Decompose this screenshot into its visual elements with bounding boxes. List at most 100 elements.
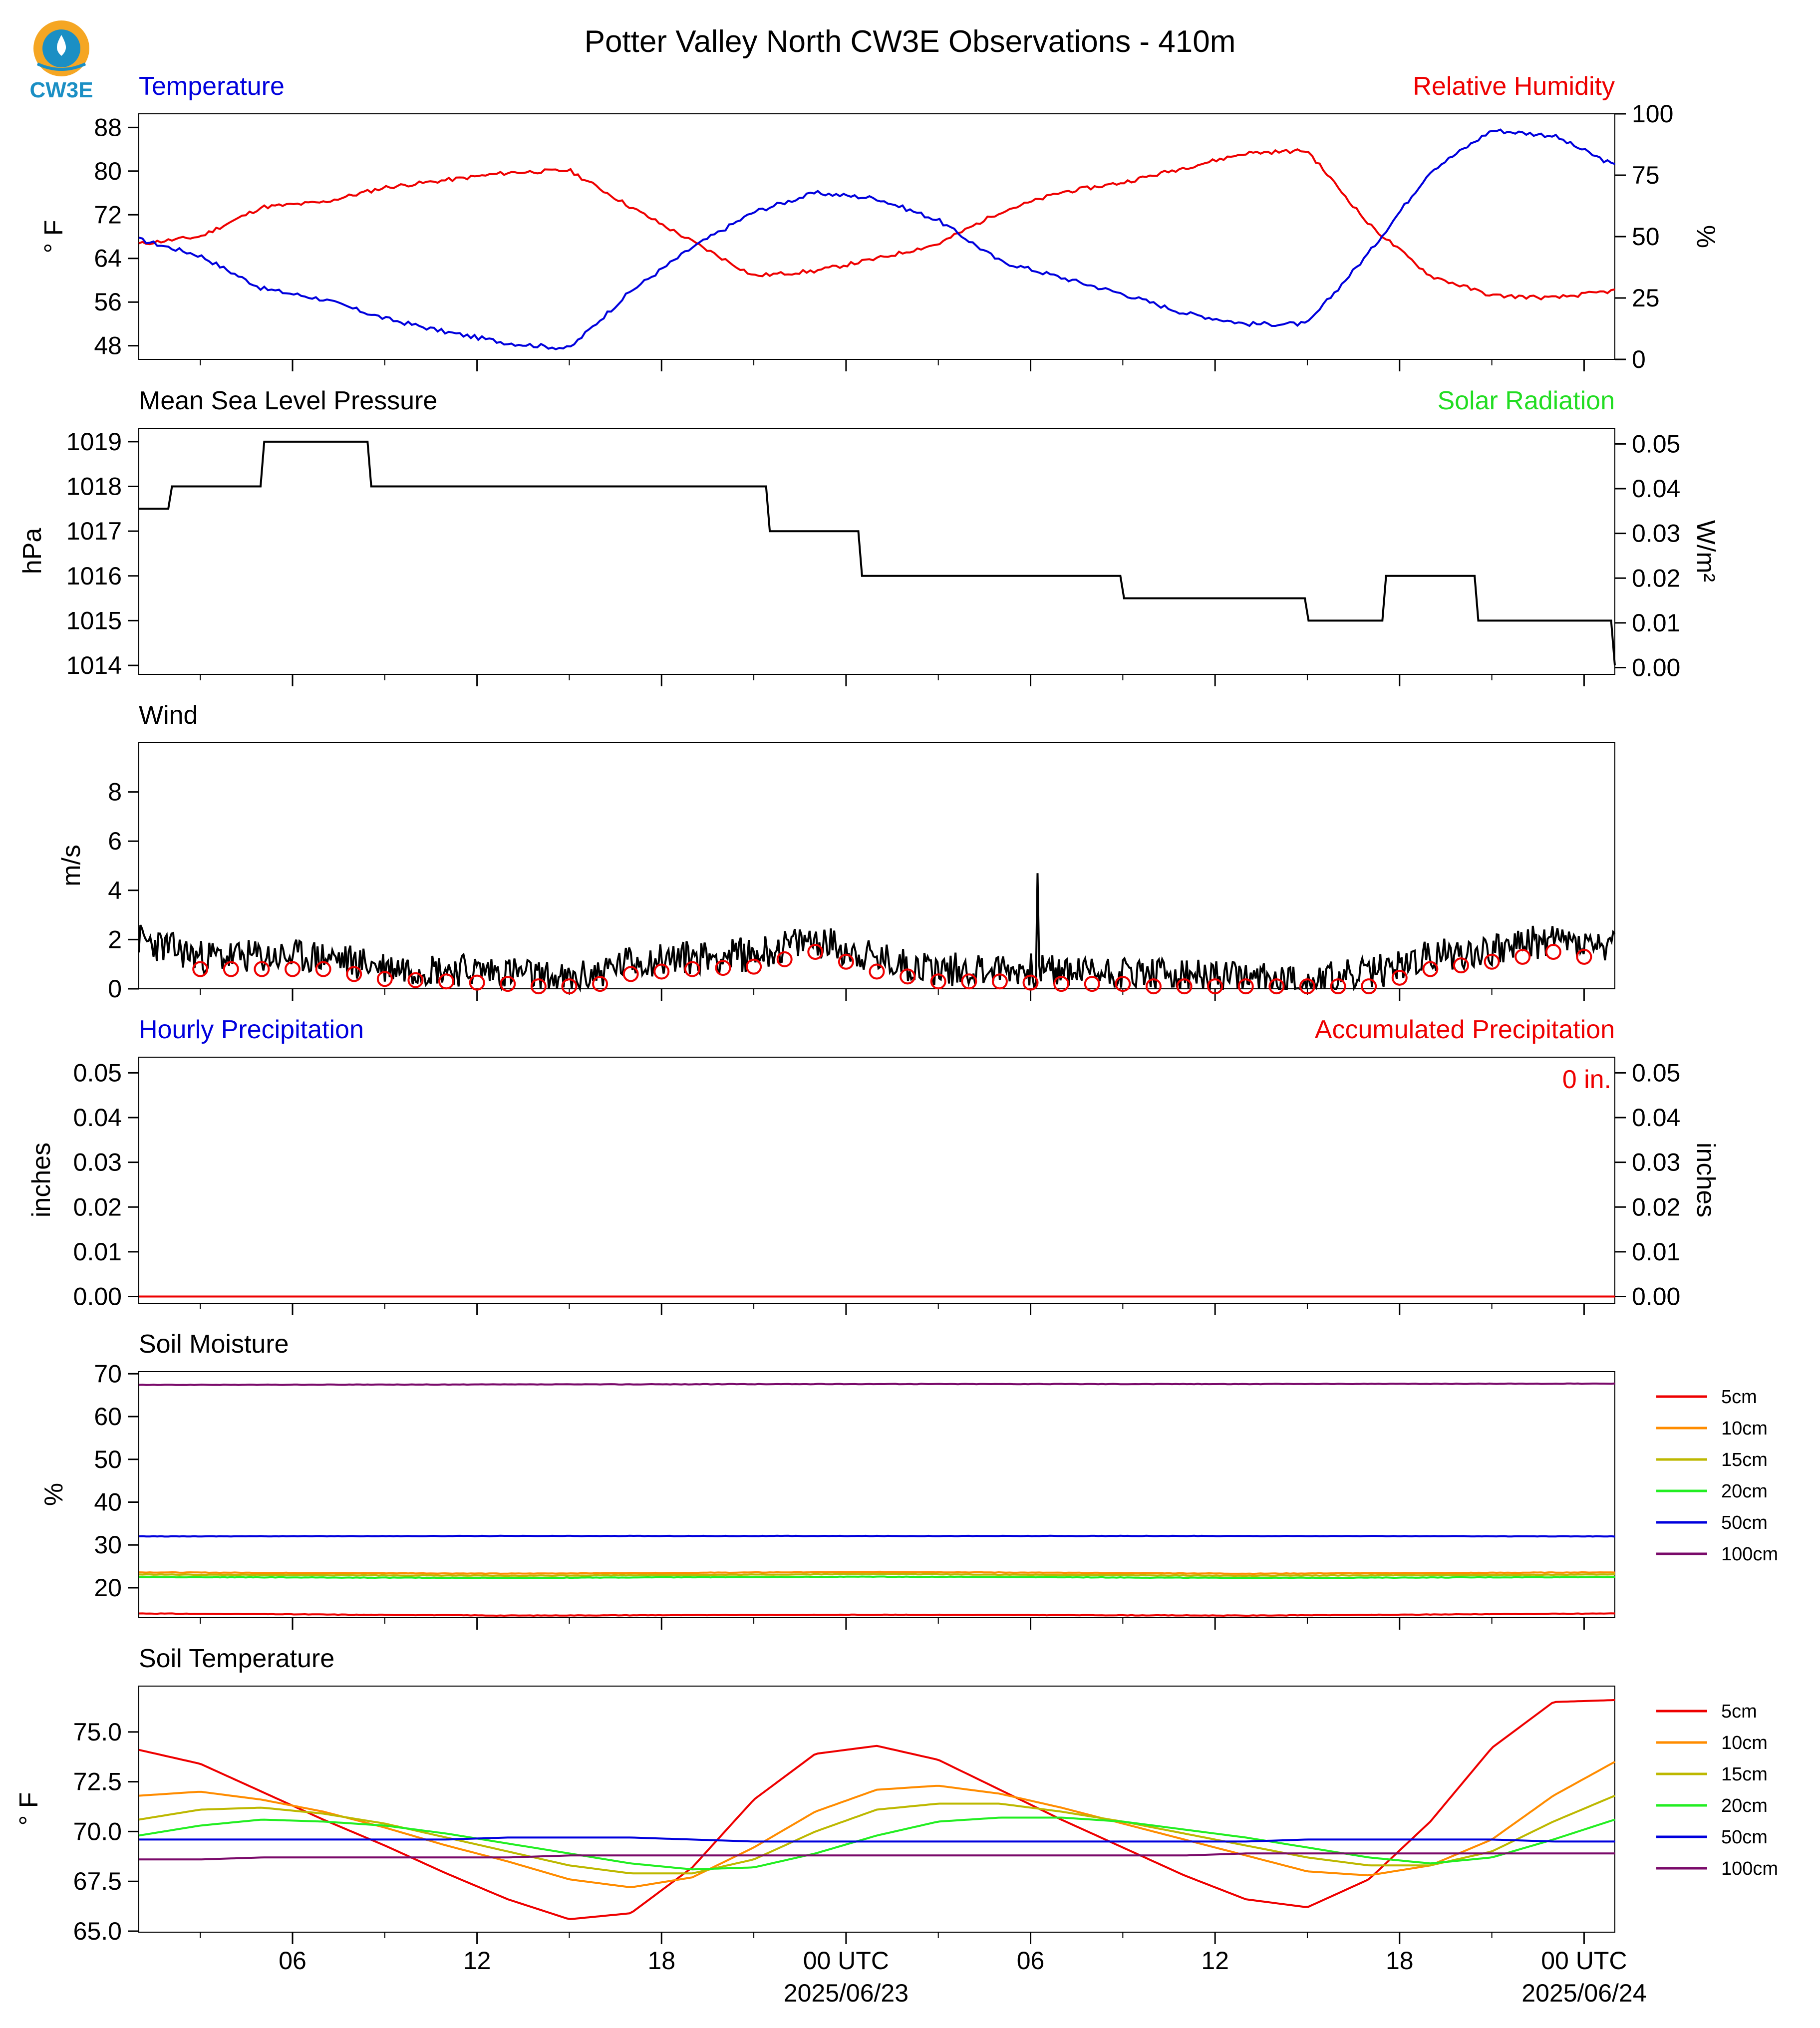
soil-moisture-line-50cm	[138, 1534, 1615, 1538]
legend-label-10cm: 10cm	[1721, 1418, 1768, 1439]
solar-axis-label: W/m²	[1691, 520, 1720, 582]
time-tick-label: 12	[1201, 1947, 1229, 1975]
pressure-time-ticks	[200, 674, 1585, 686]
soil-moisture-frame	[138, 1371, 1615, 1618]
legend-label-10cm: 10cm	[1721, 1733, 1768, 1753]
pressure-ticks: 1019 1018 1017 1016 1015 1014	[66, 428, 139, 679]
y-tick-label: 60	[94, 1403, 122, 1431]
wind-marker	[1145, 978, 1162, 995]
pressure-axis-label: hPa	[18, 528, 47, 575]
legend-label-15cm: 15cm	[1721, 1449, 1768, 1470]
wind-marker	[1176, 978, 1193, 995]
y-tick-label: 0.00	[1632, 1283, 1680, 1311]
y-tick-label: 75.0	[73, 1718, 122, 1746]
y-tick-label: 48	[94, 332, 122, 360]
wind-marker	[715, 960, 731, 976]
wind-marker	[346, 966, 362, 982]
wind-marker	[900, 968, 916, 985]
soil-temp-line-5cm	[138, 1699, 1615, 1920]
y-tick-label: 40	[94, 1488, 122, 1516]
soil-moisture-time-ticks	[200, 1618, 1585, 1630]
wind-frame	[138, 742, 1615, 989]
y-tick-label: 50	[1632, 223, 1660, 251]
hourly-precip-axis-label: inches	[27, 1143, 56, 1217]
soil-moisture-lines	[138, 1382, 1615, 1617]
y-tick-label: 0.02	[1632, 1193, 1680, 1221]
y-tick-label: 0.03	[1632, 1149, 1680, 1176]
temperature-title: Temperature	[139, 72, 285, 101]
y-tick-label: 0.02	[1632, 564, 1680, 592]
y-tick-label: 70	[94, 1360, 122, 1388]
wind-marker	[592, 976, 608, 992]
y-tick-label: 72	[94, 201, 122, 229]
wind-marker	[1053, 976, 1070, 992]
soil-temp-frame	[138, 1686, 1615, 1933]
y-tick-label: 0.04	[73, 1104, 122, 1132]
wind-marker	[254, 961, 270, 977]
wind-marker	[500, 976, 516, 992]
y-tick-label: 4	[108, 876, 122, 904]
pressure-panel: Mean Sea Level Pressure Solar Radiation …	[18, 386, 1720, 686]
soil-moisture-line-15cm	[138, 1573, 1615, 1577]
humidity-series-line	[138, 148, 1615, 301]
wind-marker	[1299, 978, 1315, 995]
date-label: 2025/06/23	[784, 1979, 909, 2007]
soil-moisture-line-10cm	[138, 1570, 1615, 1575]
temperature-ticks: 88 80 72 64 56 48	[94, 113, 139, 360]
y-tick-label: 1018	[66, 473, 122, 501]
chart-title: Potter Valley North CW3E Observations - …	[585, 24, 1236, 59]
accum-precip-axis-label: inches	[1691, 1143, 1720, 1217]
wind-time-ticks	[200, 989, 1585, 1001]
wind-marker	[1022, 974, 1039, 991]
wind-marker	[1237, 978, 1254, 995]
wind-panel: Wind m/s 8 6 4 2 0	[57, 701, 1616, 1003]
temperature-axis-label: ° F	[39, 220, 68, 253]
y-tick-label: 0.02	[73, 1193, 122, 1221]
temperature-panel: Temperature Relative Humidity ° F % 88 80…	[39, 72, 1720, 373]
wind-marker	[1391, 969, 1408, 986]
legend-label-50cm: 50cm	[1721, 1512, 1768, 1533]
time-axis-labels: 06 12 18 00 UTC 06 12 18 00 UTC 2025/06/23 2025/0…	[279, 1947, 1646, 2007]
y-tick-label: 0.01	[1632, 1238, 1680, 1266]
precip-panel: Hourly Precipitation Accumulated Precipi…	[27, 1015, 1720, 1315]
wind-marker	[1545, 944, 1561, 960]
soil-temp-axis-label: ° F	[14, 1792, 43, 1825]
y-tick-label: 56	[94, 288, 122, 316]
y-tick-label: 64	[94, 245, 122, 273]
pressure-title: Mean Sea Level Pressure	[139, 386, 437, 415]
y-tick-label: 80	[94, 157, 122, 185]
precip-frame	[138, 1057, 1615, 1304]
y-tick-label: 0.01	[73, 1238, 122, 1266]
legend-label-50cm: 50cm	[1721, 1827, 1768, 1848]
soil-moisture-line-20cm	[138, 1575, 1615, 1579]
soil-temp-line-15cm	[138, 1794, 1615, 1875]
soil-temp-time-ticks	[200, 1932, 1585, 1944]
y-tick-label: 0.01	[1632, 609, 1680, 637]
soil-temp-line-20cm	[138, 1816, 1615, 1871]
soil-moisture-line-100cm	[138, 1382, 1615, 1386]
wind-marker	[1361, 978, 1377, 995]
wind-marker	[1576, 948, 1592, 965]
wind-marker	[1484, 953, 1500, 970]
soil-temp-line-50cm	[139, 1836, 1615, 1843]
temperature-time-ticks	[200, 359, 1585, 371]
y-tick-label: 65.0	[73, 1917, 122, 1945]
wind-direction-markers	[192, 944, 1592, 995]
wind-marker	[991, 973, 1008, 990]
y-tick-label: 0.05	[73, 1059, 122, 1087]
date-label: 2025/06/24	[1521, 1979, 1646, 2007]
wind-marker	[622, 966, 639, 982]
accum-precip-total: 0 in.	[1562, 1065, 1611, 1094]
y-tick-label: 0	[108, 975, 122, 1003]
y-tick-label: 0.00	[1632, 654, 1680, 682]
y-tick-label: 0.05	[1632, 1059, 1680, 1087]
wind-marker	[807, 944, 824, 960]
time-tick-label: 06	[279, 1947, 306, 1975]
time-tick-label: 06	[1017, 1947, 1045, 1975]
wind-marker	[223, 961, 239, 977]
soil-moisture-title: Soil Moisture	[139, 1330, 289, 1359]
y-tick-label: 25	[1632, 284, 1660, 312]
wind-marker	[1330, 978, 1346, 995]
wind-marker	[407, 972, 424, 988]
y-tick-label: 1019	[66, 428, 122, 456]
